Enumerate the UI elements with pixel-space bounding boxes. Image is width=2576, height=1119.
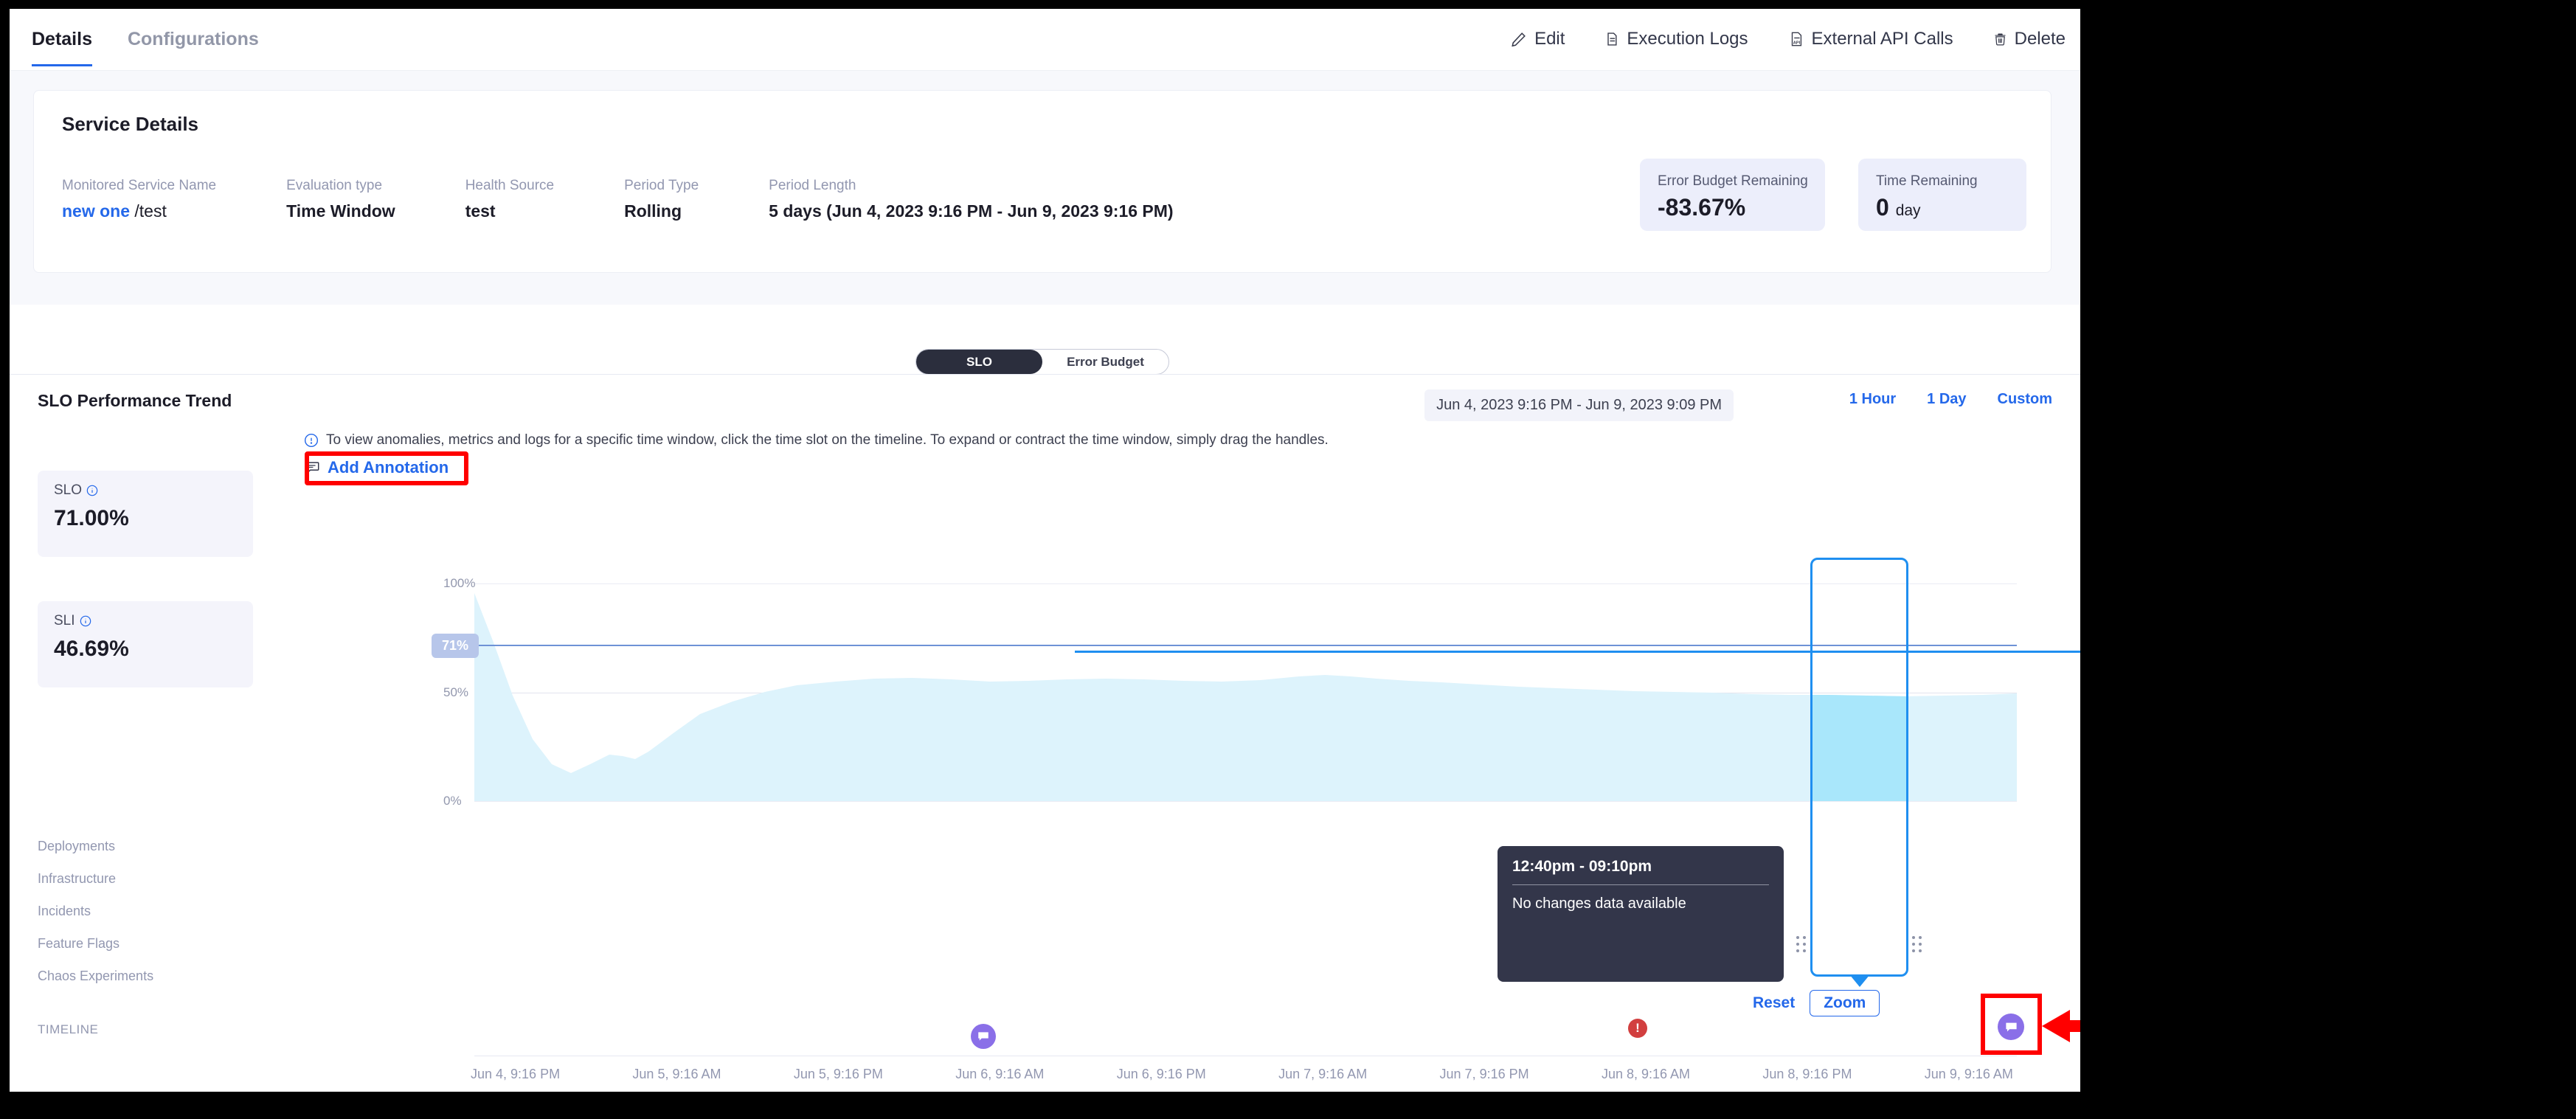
svg-text:API: API — [1793, 41, 1800, 46]
